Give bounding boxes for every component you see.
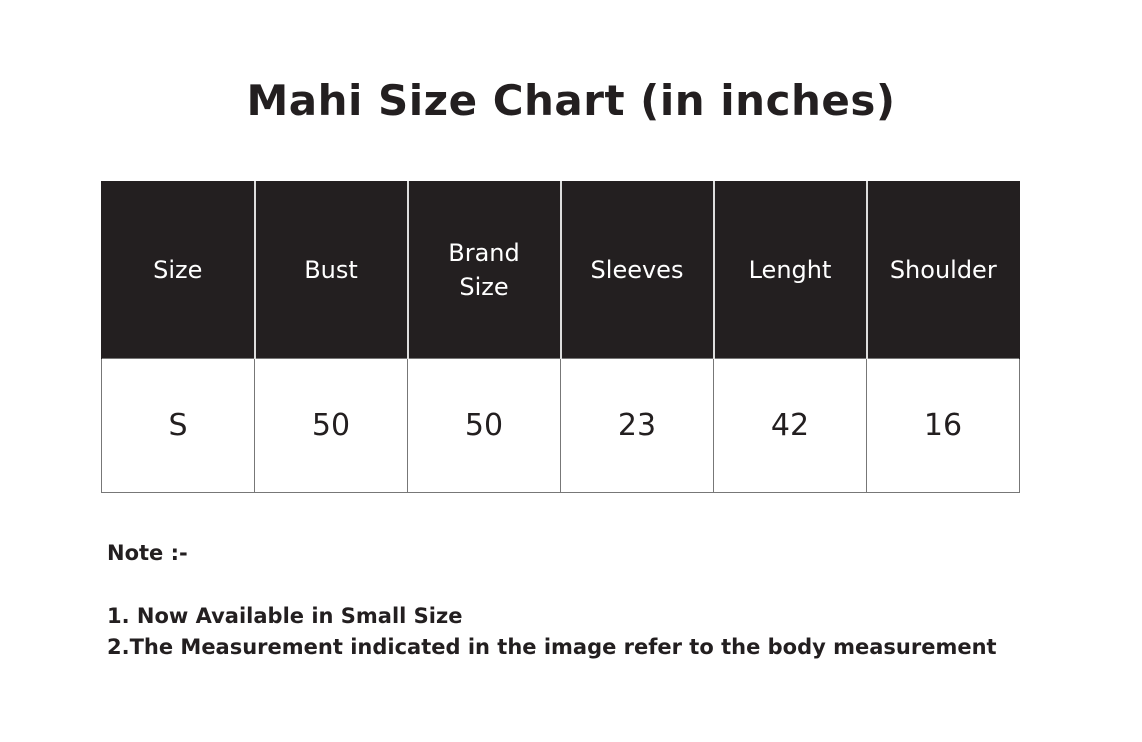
cell-brand-size: 50 <box>407 358 561 493</box>
note-item-2: 2.The Measurement indicated in the image… <box>107 635 997 659</box>
page-title: Mahi Size Chart (in inches) <box>246 76 896 125</box>
cell-size: S <box>101 358 255 493</box>
header-brand-size-label: Brand Size <box>448 238 520 301</box>
size-chart-table: Size Bust Brand Size Sleeves Lenght Shou… <box>101 181 1020 493</box>
cell-bust: 50 <box>254 358 408 493</box>
cell-shoulder: 16 <box>866 358 1020 493</box>
table-row: S 50 50 23 42 16 <box>101 358 1020 493</box>
table-header-row: Size Bust Brand Size Sleeves Lenght Shou… <box>101 181 1020 359</box>
header-size: Size <box>101 181 256 359</box>
header-brand-size: Brand Size <box>406 181 562 359</box>
header-bust: Bust <box>253 181 409 359</box>
note-item-1: 1. Now Available in Small Size <box>107 604 463 628</box>
cell-length: 42 <box>713 358 867 493</box>
header-sleeves: Sleeves <box>559 181 715 359</box>
cell-sleeves: 23 <box>560 358 714 493</box>
header-length: Lenght <box>712 181 868 359</box>
header-shoulder: Shoulder <box>865 181 1020 359</box>
note-heading: Note :- <box>107 541 188 565</box>
